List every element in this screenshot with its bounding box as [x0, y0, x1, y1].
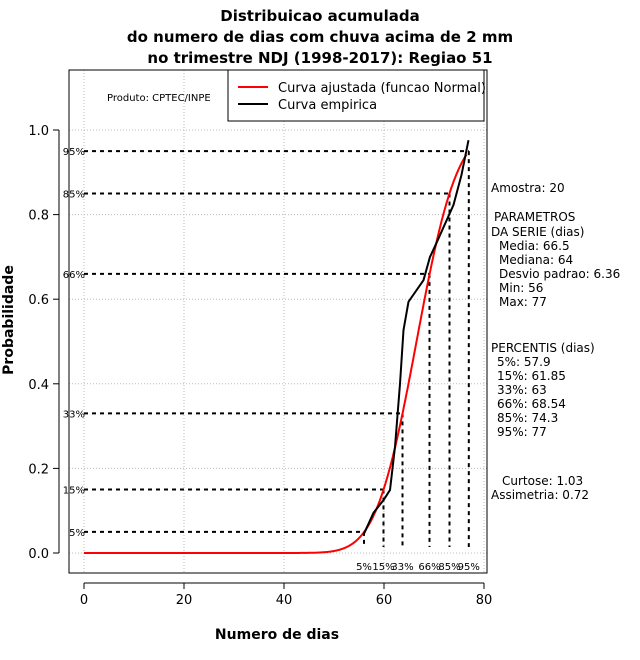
stats-text: Assimetria: 0.72 — [491, 488, 589, 502]
y-axis-label: Probabilidade — [1, 265, 17, 375]
stats-text: Amostra: 20 — [491, 181, 565, 195]
x-tick-label: 0 — [80, 593, 88, 608]
stats-text: DA SERIE (dias) — [491, 225, 584, 239]
percentile-bottom-label: 5% — [356, 562, 372, 573]
y-tick-label: 0.4 — [28, 378, 49, 393]
x-tick-label: 20 — [176, 593, 193, 608]
stats-text: Desvio padrao: 6.36 — [499, 267, 620, 281]
chart-title-line: no trimestre NDJ (1998-2017): Regiao 51 — [147, 49, 492, 67]
stats-text: 33%: 63 — [497, 383, 547, 397]
percentile-bottom-label: 33% — [391, 562, 413, 573]
stats-text: Mediana: 64 — [499, 253, 573, 267]
x-tick-label: 40 — [276, 593, 293, 608]
y-tick-label: 1.0 — [28, 124, 49, 139]
stats-text: 5%: 57.9 — [497, 355, 551, 369]
percentile-bottom-label: 85% — [438, 562, 460, 573]
stats-text: 66%: 68.54 — [497, 397, 566, 411]
legend-box — [227, 69, 485, 122]
stats-text: 15%: 61.85 — [497, 369, 566, 383]
percentile-left-label: 15% — [63, 486, 85, 497]
stats-text: 95%: 77 — [497, 425, 547, 439]
y-tick-label: 0.0 — [28, 547, 49, 562]
x-tick-label: 80 — [476, 593, 493, 608]
y-tick-label: 0.8 — [28, 209, 49, 224]
percentile-left-label: 85% — [63, 189, 85, 200]
percentile-left-label: 5% — [69, 528, 85, 539]
series-normal-fit-line — [84, 153, 468, 554]
stats-text: Media: 66.5 — [499, 239, 570, 253]
percentile-left-label: 95% — [63, 147, 85, 158]
y-tick-label: 0.2 — [28, 462, 49, 477]
stats-text: Min: 56 — [499, 281, 543, 295]
series-empirical-line — [362, 139, 470, 536]
chart-title-line: Distribuicao acumulada — [220, 7, 419, 25]
x-axis-label: Numero de dias — [215, 627, 339, 643]
percentile-bottom-label: 15% — [372, 562, 394, 573]
stats-text: 85%: 74.3 — [497, 411, 558, 425]
percentile-bottom-label: 95% — [458, 562, 480, 573]
stats-text: Max: 77 — [499, 295, 547, 309]
legend-label: Curva ajustada (funcao Normal) — [278, 81, 486, 96]
stats-text: Curtose: 1.03 — [502, 474, 583, 488]
credit-text: Produto: CPTEC/INPE — [107, 93, 211, 104]
chart-title-line: do numero de dias com chuva acima de 2 m… — [127, 28, 513, 46]
stats-text: PERCENTIS (dias) — [491, 341, 595, 355]
legend-label: Curva empirica — [278, 98, 377, 113]
x-tick-label: 60 — [376, 593, 393, 608]
stats-text: PARAMETROS — [494, 210, 575, 224]
percentile-left-label: 33% — [63, 409, 85, 420]
percentile-left-label: 66% — [63, 270, 85, 281]
y-tick-label: 0.6 — [28, 293, 49, 308]
percentile-bottom-label: 66% — [418, 562, 440, 573]
plot-frame — [68, 69, 488, 574]
